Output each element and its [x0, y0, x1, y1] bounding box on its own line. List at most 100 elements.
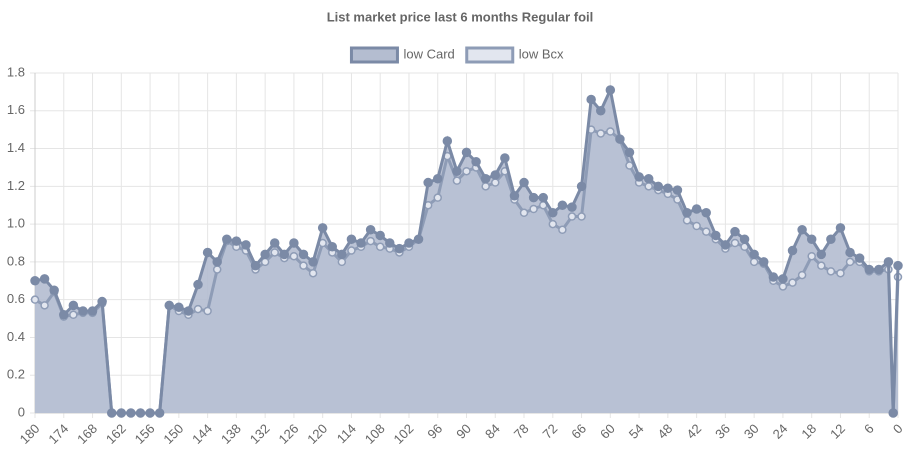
point [806, 234, 817, 244]
y-tick-label: 0.2 [7, 367, 25, 382]
point [692, 221, 701, 231]
x-tick-label: 90 [453, 421, 474, 442]
x-tick-label: 6 [861, 421, 877, 437]
chart-title: List market price last 6 months Regular … [327, 9, 594, 24]
point [548, 208, 558, 218]
x-tick-label: 24 [770, 421, 791, 442]
point [529, 204, 538, 214]
point [788, 278, 797, 287]
point [385, 238, 395, 248]
x-tick-label: 102 [391, 421, 417, 447]
point [346, 234, 357, 244]
point [40, 301, 49, 310]
point [787, 245, 798, 256]
point [471, 157, 481, 167]
point [759, 257, 769, 267]
point [269, 238, 280, 248]
x-tick-label: 42 [683, 421, 704, 442]
point [567, 202, 577, 212]
y-tick-label: 0.6 [7, 291, 25, 306]
point [480, 174, 491, 184]
point [433, 193, 442, 202]
point [347, 246, 356, 255]
point [701, 227, 711, 236]
point [577, 212, 586, 221]
point [749, 257, 759, 267]
point [817, 261, 826, 270]
point [874, 264, 884, 275]
x-tick-label: 18 [798, 421, 819, 442]
point [682, 216, 692, 225]
point [394, 243, 405, 254]
legend-label: low Bcx [519, 46, 564, 61]
point [30, 295, 40, 304]
point [854, 253, 865, 263]
point [241, 240, 251, 250]
point [432, 174, 443, 184]
point [797, 270, 807, 280]
point [116, 408, 127, 418]
point [222, 234, 232, 244]
point [49, 285, 59, 295]
point [711, 230, 721, 241]
point [778, 282, 788, 291]
x-tick-label: 54 [626, 421, 647, 442]
x-tick-label: 60 [597, 421, 618, 442]
y-tick-label: 1.2 [7, 178, 25, 193]
point [720, 240, 731, 250]
point [97, 296, 107, 307]
point [356, 238, 366, 248]
point [768, 272, 779, 282]
point [595, 106, 606, 116]
x-tick-label: 72 [540, 421, 561, 442]
x-tick-label: 150 [160, 421, 186, 447]
point [634, 172, 644, 182]
legend-label: low Card [403, 46, 454, 61]
point [509, 191, 520, 201]
point [87, 306, 98, 316]
point [888, 408, 898, 418]
point [298, 249, 309, 260]
point [164, 300, 174, 311]
point [375, 230, 385, 241]
point [126, 408, 136, 418]
point [500, 153, 510, 163]
point [452, 176, 462, 185]
point [365, 225, 376, 235]
y-tick-label: 0.4 [7, 329, 25, 344]
point [135, 408, 146, 418]
point [807, 251, 816, 261]
point [605, 85, 616, 95]
x-tick-label: 144 [189, 421, 215, 447]
x-tick-label: 78 [511, 421, 532, 442]
point [231, 236, 242, 246]
point [337, 249, 347, 260]
point [308, 257, 318, 267]
point [69, 310, 78, 320]
x-tick-label: 96 [424, 421, 445, 442]
point [289, 251, 299, 261]
y-tick-label: 1.8 [7, 64, 25, 79]
point [730, 226, 740, 237]
point [845, 257, 855, 267]
point [826, 234, 836, 244]
point [576, 181, 587, 192]
point [653, 181, 664, 192]
point [835, 223, 846, 233]
point [68, 300, 79, 311]
x-tick-label: 84 [482, 421, 503, 442]
x-tick-label: 132 [247, 421, 273, 447]
point [317, 223, 328, 233]
point [778, 274, 788, 284]
point [519, 177, 529, 188]
x-tick-label: 66 [568, 421, 589, 442]
point [672, 185, 683, 195]
point [538, 192, 548, 203]
legend: low Card low Bcx [349, 46, 564, 64]
point [586, 94, 596, 105]
point [893, 260, 903, 271]
point [864, 264, 874, 275]
point [423, 177, 433, 188]
point [279, 249, 290, 260]
